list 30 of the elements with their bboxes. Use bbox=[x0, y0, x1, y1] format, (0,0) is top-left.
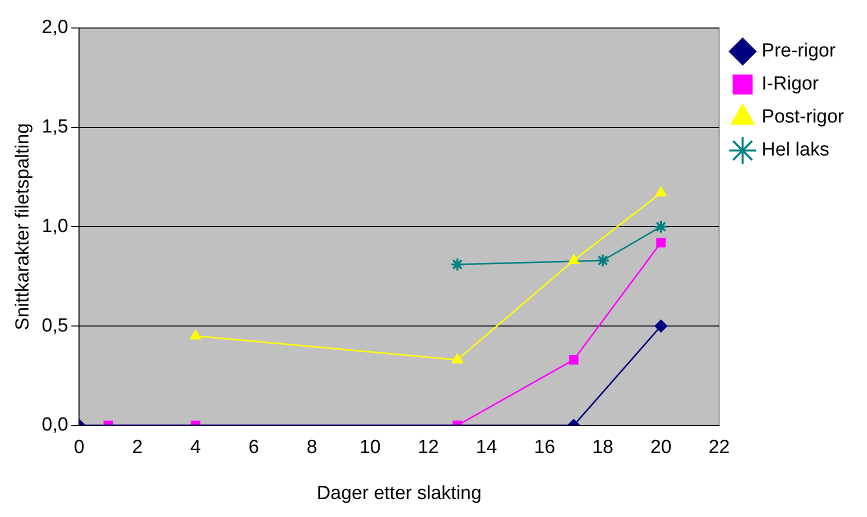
legend-label: I-Rigor bbox=[762, 74, 820, 95]
y-tick-label: 0,0 bbox=[42, 414, 68, 436]
x-tick-label: 22 bbox=[708, 437, 730, 458]
point bbox=[190, 329, 202, 340]
point bbox=[450, 257, 464, 272]
x-tick-label: 10 bbox=[360, 437, 381, 458]
legend-label: Pre-rigor bbox=[762, 40, 836, 62]
x-axis-title: Dager etter slakting bbox=[316, 482, 482, 504]
y-tick-label: 2,0 bbox=[42, 17, 68, 38]
x-tick-label: 16 bbox=[534, 437, 556, 458]
x-tick-label: 4 bbox=[190, 437, 202, 458]
x-tick-label: 20 bbox=[650, 437, 672, 458]
x-tick-label: 2 bbox=[132, 437, 143, 458]
x-tick-label: 14 bbox=[476, 437, 498, 458]
x-tick-label: 18 bbox=[592, 437, 614, 458]
y-tick-label: 1,5 bbox=[42, 116, 68, 138]
x-tick-label: 12 bbox=[418, 437, 439, 458]
y-tick-label: 0,5 bbox=[42, 315, 68, 336]
y-tick-label: 1,0 bbox=[42, 216, 68, 237]
x-tick-label: 6 bbox=[248, 437, 260, 458]
legend-label: Post-rigor bbox=[762, 106, 845, 128]
point bbox=[452, 353, 464, 364]
point bbox=[568, 254, 580, 264]
point bbox=[596, 253, 610, 268]
x-tick-label: 0 bbox=[74, 437, 84, 458]
point bbox=[654, 220, 668, 234]
legend-label: Hel laks bbox=[762, 140, 830, 161]
y-axis-title: Snittkarakter filetspalting bbox=[12, 123, 34, 330]
x-tick-label: 8 bbox=[306, 437, 318, 458]
point bbox=[656, 238, 666, 248]
